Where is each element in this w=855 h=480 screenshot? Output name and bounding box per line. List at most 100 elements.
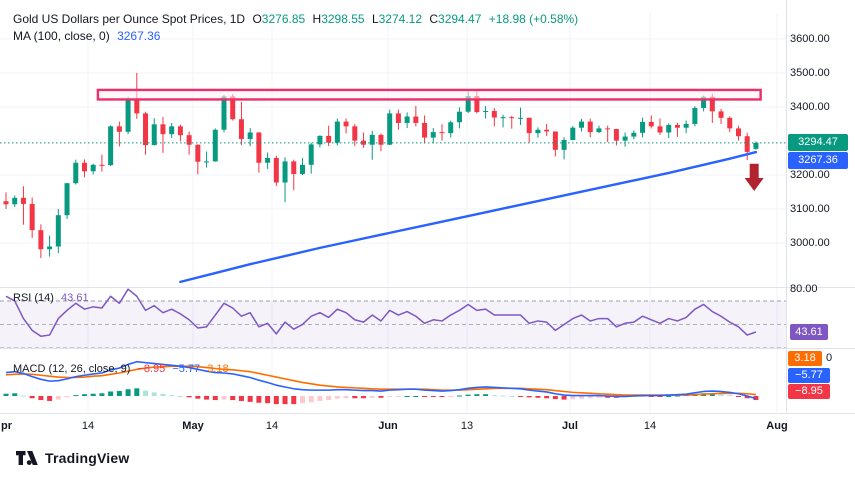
candle-body[interactable] [108, 126, 114, 166]
candle-body[interactable] [552, 131, 558, 150]
candle-body[interactable] [230, 96, 236, 120]
candle-body[interactable] [81, 162, 87, 172]
tradingview-logo-icon[interactable] [16, 450, 38, 466]
candle-body[interactable] [727, 117, 733, 129]
candle-body[interactable] [99, 164, 105, 166]
candle-body[interactable] [631, 132, 637, 137]
candle-body[interactable] [395, 113, 401, 123]
candle-body[interactable] [517, 117, 523, 119]
macd-legend[interactable]: MACD (12, 26, close, 9) −8.95 −5.77 3.18 [13, 363, 233, 375]
macd-histogram-bar [439, 395, 445, 397]
macd-histogram-bar [334, 395, 340, 399]
candle-body[interactable] [692, 107, 698, 124]
candle-body[interactable] [666, 124, 672, 133]
candle-body[interactable] [535, 129, 541, 134]
candle-body[interactable] [29, 203, 35, 231]
candle-body[interactable] [265, 157, 271, 163]
candle-body[interactable] [308, 144, 314, 165]
candle-body[interactable] [753, 142, 759, 149]
candle-body[interactable] [212, 129, 218, 162]
symbol-legend[interactable]: Gold US Dollars per Ounce Spot Prices, 1… [13, 12, 582, 26]
candle-body[interactable] [526, 117, 532, 134]
candle-body[interactable] [151, 124, 157, 146]
candle-body[interactable] [256, 132, 262, 163]
candle-body[interactable] [90, 164, 96, 172]
candle-body[interactable] [387, 113, 393, 145]
candle-body[interactable] [64, 183, 70, 216]
candle-body[interactable] [73, 162, 79, 184]
candle-body[interactable] [221, 96, 227, 130]
candle-body[interactable] [474, 96, 480, 113]
candle-body[interactable] [12, 197, 18, 205]
candle-body[interactable] [299, 164, 305, 174]
brand-name[interactable]: TradingView [45, 450, 130, 466]
candle-body[interactable] [247, 132, 253, 139]
candle-body[interactable] [587, 121, 593, 133]
candle-body[interactable] [38, 230, 44, 250]
candle-body[interactable] [116, 126, 122, 132]
candle-body[interactable] [456, 111, 462, 123]
candle-body[interactable] [465, 96, 471, 112]
candle-body[interactable] [273, 157, 279, 183]
candle-body[interactable] [657, 126, 663, 133]
candle-body[interactable] [352, 126, 358, 141]
candle-body[interactable] [709, 96, 715, 112]
candle-body[interactable] [291, 161, 297, 174]
candle-body[interactable] [134, 98, 140, 114]
candle-body[interactable] [491, 111, 497, 118]
resistance-box[interactable] [96, 88, 762, 101]
candle-body[interactable] [718, 111, 724, 118]
candle-body[interactable] [683, 123, 689, 128]
candle-body[interactable] [500, 117, 506, 119]
candle-body[interactable] [509, 117, 515, 119]
candle-body[interactable] [648, 121, 654, 127]
candle-body[interactable] [369, 134, 375, 145]
candle-body[interactable] [186, 135, 192, 145]
candle-body[interactable] [47, 246, 53, 250]
candle-body[interactable] [143, 113, 149, 146]
candle-body[interactable] [570, 127, 576, 140]
candle-body[interactable] [439, 132, 445, 134]
down-arrow[interactable] [744, 163, 764, 192]
ma-legend[interactable]: MA (100, close, 0) 3267.36 [13, 29, 164, 43]
candle-body[interactable] [343, 121, 349, 127]
candle-body[interactable] [430, 132, 436, 138]
macd-histogram-bar [422, 395, 428, 397]
candle-body[interactable] [282, 161, 288, 183]
candle-body[interactable] [334, 121, 340, 143]
candle-body[interactable] [735, 128, 741, 137]
candle-body[interactable] [674, 124, 680, 128]
candle-body[interactable] [204, 161, 210, 163]
candle-body[interactable] [483, 111, 489, 113]
macd-histogram-bar [735, 395, 741, 397]
candle-body[interactable] [169, 126, 175, 135]
candle-body[interactable] [125, 98, 131, 132]
candle-body[interactable] [413, 116, 419, 123]
candle-body[interactable] [622, 136, 628, 141]
candle-body[interactable] [613, 129, 619, 141]
candle-body[interactable] [55, 215, 61, 247]
candle-body[interactable] [605, 128, 611, 130]
candle-body[interactable] [20, 197, 26, 204]
candle-body[interactable] [195, 144, 201, 162]
candle-body[interactable] [238, 119, 244, 139]
candle-body[interactable] [378, 134, 384, 145]
candle-body[interactable] [317, 135, 323, 145]
candle-body[interactable] [326, 135, 332, 143]
candle-body[interactable] [448, 122, 454, 134]
candle-body[interactable] [579, 121, 585, 128]
candle-body[interactable] [640, 121, 646, 133]
candle-body[interactable] [404, 116, 410, 123]
candle-body[interactable] [3, 201, 9, 205]
candle-body[interactable] [177, 126, 183, 136]
candle-body[interactable] [561, 139, 567, 150]
candle-body[interactable] [744, 136, 750, 152]
candle-body[interactable] [596, 128, 602, 133]
chart-canvas[interactable] [0, 0, 855, 448]
candle-body[interactable] [544, 129, 550, 132]
candle-body[interactable] [701, 96, 707, 108]
candle-body[interactable] [160, 124, 166, 135]
candle-body[interactable] [422, 122, 428, 138]
candle-body[interactable] [361, 140, 367, 145]
rsi-legend[interactable]: RSI (14) 43.61 [13, 292, 93, 304]
